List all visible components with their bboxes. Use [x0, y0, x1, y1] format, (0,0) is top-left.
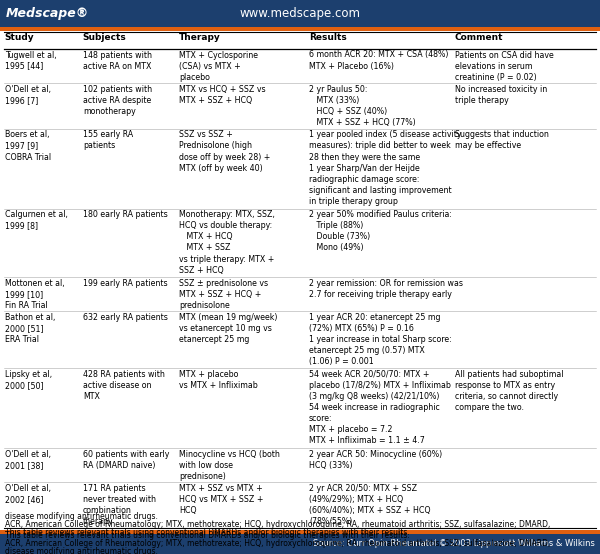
Text: Study: Study	[5, 33, 34, 42]
Text: MTX + placebo
vs MTX + Infliximab: MTX + placebo vs MTX + Infliximab	[179, 370, 257, 390]
Text: 60 patients with early
RA (DMARD naive): 60 patients with early RA (DMARD naive)	[83, 450, 169, 470]
Text: O'Dell et al,
2002 [46]: O'Dell et al, 2002 [46]	[5, 484, 51, 504]
Text: MTX + Cyclosporine
(CSA) vs MTX +
placebo: MTX + Cyclosporine (CSA) vs MTX + placeb…	[179, 50, 258, 81]
Bar	[0, 530, 600, 534]
Text: MTX (mean 19 mg/week)
vs etanercept 10 mg vs
etanercept 25 mg: MTX (mean 19 mg/week) vs etanercept 10 m…	[179, 313, 277, 344]
Text: Monotherapy: MTX, SSZ,
HCQ vs double therapy:
   MTX + HCQ
   MTX + SSZ
vs tripl: Monotherapy: MTX, SSZ, HCQ vs double the…	[179, 210, 275, 275]
Text: 148 patients with
active RA on MTX: 148 patients with active RA on MTX	[83, 50, 152, 70]
Text: 2 year ACR 50: Minocycline (60%)
HCQ (33%): 2 year ACR 50: Minocycline (60%) HCQ (33…	[309, 450, 442, 470]
Text: SSZ vs SSZ +
Prednisolone (high
dose off by week 28) +
MTX (off by week 40): SSZ vs SSZ + Prednisolone (high dose off…	[179, 130, 270, 173]
Text: Lipsky et al,
2000 [50]: Lipsky et al, 2000 [50]	[5, 370, 52, 390]
Text: MTX vs HCQ + SSZ vs
MTX + SSZ + HCQ: MTX vs HCQ + SSZ vs MTX + SSZ + HCQ	[179, 85, 265, 105]
Text: Medscape®: Medscape®	[6, 7, 89, 20]
Text: disease modifying antirheumatic drugs.: disease modifying antirheumatic drugs.	[5, 512, 158, 521]
Text: Subjects: Subjects	[83, 33, 127, 42]
Text: 1 year ACR 20: etanercept 25 mg
(72%) MTX (65%) P = 0.16
1 year increase in tota: 1 year ACR 20: etanercept 25 mg (72%) MT…	[309, 313, 452, 366]
Text: 1 year pooled index (5 disease activity
measures): triple did better to week
28 : 1 year pooled index (5 disease activity …	[309, 130, 461, 206]
Text: 54 week ACR 20/50/70: MTX +
placebo (17/8/2%) MTX + Infliximab
(3 mg/kg Q8 weeks: 54 week ACR 20/50/70: MTX + placebo (17/…	[309, 370, 451, 445]
Text: Minocycline vs HCQ (both
with low dose
prednisone): Minocycline vs HCQ (both with low dose p…	[179, 450, 280, 481]
Text: 199 early RA patients: 199 early RA patients	[83, 279, 167, 288]
Bar	[0, 534, 600, 554]
Text: 2 year remission: OR for remission was
2.7 for receiving triple therapy early: 2 year remission: OR for remission was 2…	[309, 279, 463, 299]
Text: Calgurnen et al,
1999 [8]: Calgurnen et al, 1999 [8]	[5, 210, 68, 230]
Text: Tugwell et al,
1995 [44]: Tugwell et al, 1995 [44]	[5, 50, 56, 70]
Text: 2 yr ACR 20/50: MTX + SSZ
(49%/29%); MTX + HCQ
(60%/40%); MTX + SSZ + HCQ
(78%/5: 2 yr ACR 20/50: MTX + SSZ (49%/29%); MTX…	[309, 484, 431, 526]
Bar	[0, 0, 600, 27]
Text: All patients had suboptimal
response to MTX as entry
criteria, so cannot directl: All patients had suboptimal response to …	[455, 370, 563, 412]
Text: Source: Curr Opin Rheumatol © 2003 Lippincott Williams & Wilkins: Source: Curr Opin Rheumatol © 2003 Lippi…	[313, 540, 595, 548]
Text: 155 early RA
patients: 155 early RA patients	[83, 130, 133, 151]
Text: This table reviews relevant trials using conventional DMARDs and/or biologic the: This table reviews relevant trials using…	[5, 528, 410, 537]
Text: Bathon et al,
2000 [51]
ERA Trial: Bathon et al, 2000 [51] ERA Trial	[5, 313, 55, 344]
Text: 102 patients with
active RA despite
monotherapy: 102 patients with active RA despite mono…	[83, 85, 152, 116]
Text: MTX + SSZ vs MTX +
HCQ vs MTX + SSZ +
HCQ: MTX + SSZ vs MTX + HCQ vs MTX + SSZ + HC…	[179, 484, 263, 515]
Text: Mottonen et al,
1999 [10]
Fin RA Trial: Mottonen et al, 1999 [10] Fin RA Trial	[5, 279, 64, 310]
Text: 180 early RA patients: 180 early RA patients	[83, 210, 167, 219]
Text: Boers et al,
1997 [9]
COBRA Trial: Boers et al, 1997 [9] COBRA Trial	[5, 130, 51, 162]
Text: ACR, American College of Rheumatology; MTX, methotrexate; HCQ, hydroxychloroquin: ACR, American College of Rheumatology; M…	[5, 539, 550, 548]
Text: www.medscape.com: www.medscape.com	[239, 7, 361, 20]
Text: This table reviews relevant trials using conventional DMARDs and/or biologic the: This table reviews relevant trials using…	[5, 531, 410, 540]
Text: 2 yr Paulus 50:
   MTX (33%)
   HCQ + SSZ (40%)
   MTX + SSZ + HCQ (77%): 2 yr Paulus 50: MTX (33%) HCQ + SSZ (40%…	[309, 85, 416, 127]
Text: SSZ ± prednisolone vs
MTX + SSZ + HCQ +
prednisolone: SSZ ± prednisolone vs MTX + SSZ + HCQ + …	[179, 279, 268, 310]
Text: Suggests that induction
may be effective: Suggests that induction may be effective	[455, 130, 548, 151]
Text: 171 RA patients
never treated with
combination
therapy: 171 RA patients never treated with combi…	[83, 484, 156, 526]
Text: 2 year 50% modified Paulus criteria:
   Triple (88%)
   Double (73%)
   Mono (49: 2 year 50% modified Paulus criteria: Tri…	[309, 210, 452, 253]
Text: O'Dell et al,
2001 [38]: O'Dell et al, 2001 [38]	[5, 450, 51, 470]
Text: O'Dell et al,
1996 [7]: O'Dell et al, 1996 [7]	[5, 85, 51, 105]
Text: Therapy: Therapy	[179, 33, 221, 42]
Text: ACR, American College of Rheumatology; MTX, methotrexate; HCQ, hydroxychloroquin: ACR, American College of Rheumatology; M…	[5, 520, 550, 529]
Text: Results: Results	[309, 33, 347, 42]
Text: disease modifying antirheumatic drugs.: disease modifying antirheumatic drugs.	[5, 547, 158, 554]
Text: 428 RA patients with
active disease on
MTX: 428 RA patients with active disease on M…	[83, 370, 164, 401]
Text: No increased toxicity in
triple therapy: No increased toxicity in triple therapy	[455, 85, 547, 105]
Text: 632 early RA patients: 632 early RA patients	[83, 313, 167, 322]
Text: Comment: Comment	[455, 33, 503, 42]
Text: Patients on CSA did have
elevations in serum
creatinine (P = 0.02): Patients on CSA did have elevations in s…	[455, 50, 554, 81]
Text: 6 month ACR 20: MTX + CSA (48%)
MTX + Placebo (16%): 6 month ACR 20: MTX + CSA (48%) MTX + Pl…	[309, 50, 448, 70]
Bar	[0, 27, 600, 31]
